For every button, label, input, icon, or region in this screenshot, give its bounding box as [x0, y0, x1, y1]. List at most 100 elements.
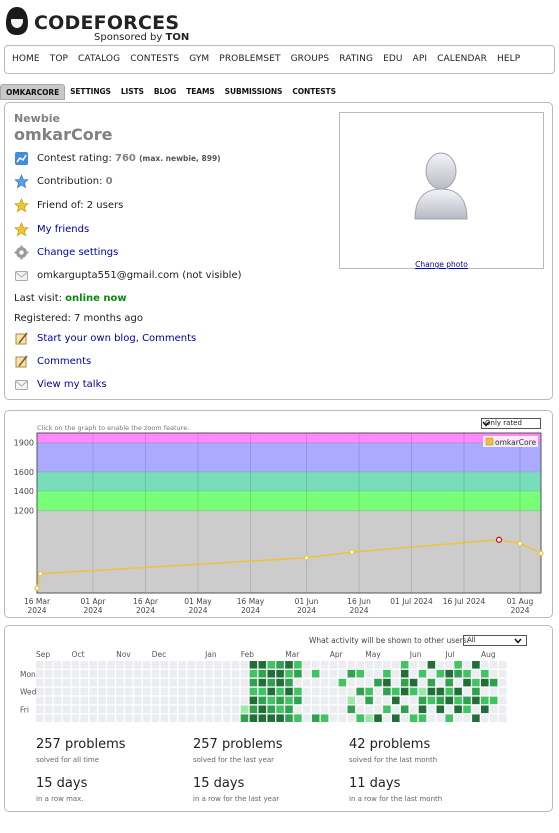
activity-cell[interactable] [116, 705, 124, 714]
activity-cell[interactable] [205, 696, 213, 705]
activity-cell[interactable] [498, 669, 507, 678]
activity-cell[interactable] [427, 678, 436, 687]
tab-submissions[interactable]: SUBMISSIONS [224, 87, 283, 96]
rating-graph-box[interactable]: Click on the graph to enable the zoom fe… [4, 410, 553, 618]
activity-cell[interactable] [214, 705, 222, 714]
activity-cell[interactable] [400, 669, 409, 678]
activity-cell[interactable] [311, 687, 320, 696]
activity-cell[interactable] [481, 678, 489, 687]
activity-cell[interactable] [320, 705, 329, 714]
activity-cell[interactable] [489, 678, 498, 687]
activity-cell[interactable] [44, 669, 53, 678]
activity-cell[interactable] [205, 678, 213, 687]
activity-cell[interactable] [44, 687, 53, 696]
activity-cell[interactable] [205, 705, 213, 714]
activity-cell[interactable] [142, 705, 151, 714]
activity-cell[interactable] [187, 696, 195, 705]
top-menu-item-contests[interactable]: CONTESTS [130, 54, 180, 64]
activity-cell[interactable] [240, 661, 249, 669]
activity-cell[interactable] [107, 687, 115, 696]
activity-cell[interactable] [445, 696, 453, 705]
rating-point[interactable] [349, 549, 355, 555]
activity-cell[interactable] [196, 705, 204, 714]
activity-cell[interactable] [481, 669, 489, 678]
activity-cell[interactable] [142, 687, 151, 696]
activity-cell[interactable] [80, 714, 89, 722]
top-menu-item-calendar[interactable]: CALENDAR [437, 54, 487, 64]
activity-cell[interactable] [276, 661, 284, 669]
activity-cell[interactable] [125, 661, 133, 669]
activity-cell[interactable] [125, 678, 133, 687]
activity-cell[interactable] [36, 705, 44, 714]
activity-cell[interactable] [427, 705, 436, 714]
activity-cell[interactable] [365, 696, 373, 705]
activity-cell[interactable] [463, 687, 471, 696]
activity-cell[interactable] [160, 696, 169, 705]
activity-cell[interactable] [71, 705, 80, 714]
activity-cell[interactable] [285, 678, 293, 687]
activity-cell[interactable] [383, 687, 391, 696]
activity-cell[interactable] [222, 669, 231, 678]
activity-cell[interactable] [303, 705, 311, 714]
activity-cell[interactable] [267, 669, 275, 678]
activity-cell[interactable] [196, 696, 204, 705]
activity-cell[interactable] [196, 669, 204, 678]
activity-cell[interactable] [205, 669, 213, 678]
activity-cell[interactable] [311, 705, 320, 714]
activity-cell[interactable] [294, 714, 302, 722]
activity-cell[interactable] [98, 714, 106, 722]
activity-cell[interactable] [454, 705, 462, 714]
activity-cell[interactable] [294, 705, 302, 714]
activity-cell[interactable] [80, 678, 89, 687]
activity-visibility-select[interactable]: All [463, 635, 527, 646]
tab-omkarcore[interactable]: OMKARCORE [0, 84, 66, 100]
activity-cell[interactable] [231, 678, 240, 687]
activity-cell[interactable] [222, 705, 231, 714]
activity-cell[interactable] [427, 661, 436, 669]
activity-cell[interactable] [36, 696, 44, 705]
activity-cell[interactable] [347, 714, 356, 722]
activity-cell[interactable] [374, 669, 382, 678]
activity-cell[interactable] [489, 687, 498, 696]
activity-cell[interactable] [178, 714, 186, 722]
activity-cell[interactable] [463, 714, 471, 722]
activity-cell[interactable] [418, 669, 427, 678]
activity-cell[interactable] [62, 687, 71, 696]
activity-cell[interactable] [151, 705, 160, 714]
activity-cell[interactable] [311, 696, 320, 705]
activity-cell[interactable] [53, 714, 62, 722]
activity-cell[interactable] [240, 714, 249, 722]
activity-cell[interactable] [89, 678, 97, 687]
activity-cell[interactable] [267, 696, 275, 705]
activity-cell[interactable] [276, 714, 284, 722]
activity-cell[interactable] [258, 705, 267, 714]
activity-cell[interactable] [445, 678, 453, 687]
activity-cell[interactable] [80, 669, 89, 678]
activity-cell[interactable] [222, 678, 231, 687]
activity-cell[interactable] [107, 678, 115, 687]
activity-cell[interactable] [427, 696, 436, 705]
activity-cell[interactable] [365, 678, 373, 687]
activity-cell[interactable] [365, 687, 373, 696]
activity-cell[interactable] [418, 696, 427, 705]
tab-contests[interactable]: CONTESTS [292, 87, 336, 96]
activity-cell[interactable] [169, 714, 178, 722]
activity-cell[interactable] [240, 705, 249, 714]
activity-cell[interactable] [44, 696, 53, 705]
activity-cell[interactable] [383, 714, 391, 722]
activity-cell[interactable] [481, 705, 489, 714]
activity-cell[interactable] [151, 661, 160, 669]
activity-cell[interactable] [249, 661, 258, 669]
activity-cell[interactable] [125, 705, 133, 714]
activity-cell[interactable] [142, 696, 151, 705]
activity-cell[interactable] [472, 661, 480, 669]
view-talks-link[interactable]: View my talks [37, 379, 107, 390]
activity-cell[interactable] [62, 678, 71, 687]
activity-cell[interactable] [214, 714, 222, 722]
activity-cell[interactable] [231, 669, 240, 678]
activity-cell[interactable] [311, 678, 320, 687]
activity-cell[interactable] [258, 661, 267, 669]
activity-cell[interactable] [178, 705, 186, 714]
activity-cell[interactable] [498, 687, 507, 696]
activity-cell[interactable] [231, 687, 240, 696]
